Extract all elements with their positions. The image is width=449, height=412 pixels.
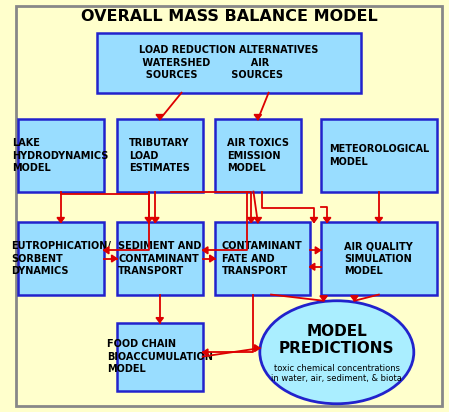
Polygon shape xyxy=(255,345,260,351)
Polygon shape xyxy=(315,247,321,254)
FancyBboxPatch shape xyxy=(18,119,104,192)
FancyBboxPatch shape xyxy=(117,222,202,295)
Text: SEDIMENT AND
CONTAMINANT
TRANSPORT: SEDIMENT AND CONTAMINANT TRANSPORT xyxy=(118,241,202,276)
Text: OVERALL MASS BALANCE MODEL: OVERALL MASS BALANCE MODEL xyxy=(81,9,378,24)
Polygon shape xyxy=(351,296,358,301)
Polygon shape xyxy=(152,218,159,222)
Polygon shape xyxy=(104,247,109,254)
Polygon shape xyxy=(145,218,152,222)
FancyBboxPatch shape xyxy=(117,323,202,391)
FancyBboxPatch shape xyxy=(97,33,361,93)
Polygon shape xyxy=(202,247,208,254)
Text: LOAD REDUCTION ALTERNATIVES
 WATERSHED            AIR   
  SOURCES          SOUR: LOAD REDUCTION ALTERNATIVES WATERSHED AI… xyxy=(139,45,319,80)
Text: AIR TOXICS
EMISSION
MODEL: AIR TOXICS EMISSION MODEL xyxy=(227,138,289,173)
Polygon shape xyxy=(254,218,261,222)
Polygon shape xyxy=(57,218,65,222)
Polygon shape xyxy=(323,218,331,222)
Text: AIR QUALITY
SIMULATION
MODEL: AIR QUALITY SIMULATION MODEL xyxy=(344,241,413,276)
Polygon shape xyxy=(309,263,315,270)
Text: LAKE
HYDRODYNAMICS
MODEL: LAKE HYDRODYNAMICS MODEL xyxy=(13,138,109,173)
Text: TRIBUTARY
LOAD
ESTIMATES: TRIBUTARY LOAD ESTIMATES xyxy=(129,138,190,173)
FancyBboxPatch shape xyxy=(321,222,437,295)
Text: FOOD CHAIN
BIOACCUMULATION
MODEL: FOOD CHAIN BIOACCUMULATION MODEL xyxy=(107,339,213,374)
Polygon shape xyxy=(310,218,317,222)
Polygon shape xyxy=(210,255,215,262)
Polygon shape xyxy=(202,349,208,356)
Polygon shape xyxy=(111,255,117,262)
Polygon shape xyxy=(247,218,255,222)
Polygon shape xyxy=(156,318,163,323)
FancyBboxPatch shape xyxy=(117,119,202,192)
Text: MODEL
PREDICTIONS: MODEL PREDICTIONS xyxy=(279,324,395,356)
FancyBboxPatch shape xyxy=(321,119,437,192)
Polygon shape xyxy=(320,296,327,301)
FancyBboxPatch shape xyxy=(18,222,104,295)
FancyBboxPatch shape xyxy=(215,222,309,295)
Polygon shape xyxy=(375,218,383,222)
Text: CONTAMINANT
FATE AND
TRANSPORT: CONTAMINANT FATE AND TRANSPORT xyxy=(222,241,303,276)
Polygon shape xyxy=(156,115,163,119)
Ellipse shape xyxy=(260,301,414,404)
FancyBboxPatch shape xyxy=(215,119,301,192)
Text: METEOROLOGICAL
MODEL: METEOROLOGICAL MODEL xyxy=(329,144,429,167)
Text: EUTROPHICATION/
SORBENT
DYNAMICS: EUTROPHICATION/ SORBENT DYNAMICS xyxy=(11,241,111,276)
Polygon shape xyxy=(254,115,261,119)
Text: toxic chemical concentrations
in water, air, sediment, & biota: toxic chemical concentrations in water, … xyxy=(271,364,402,384)
